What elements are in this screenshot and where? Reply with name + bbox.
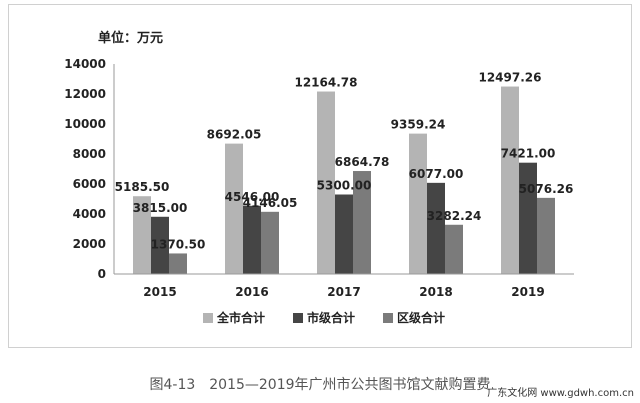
bar <box>243 205 261 274</box>
x-tick-label: 2017 <box>327 285 360 299</box>
y-tick-label: 12000 <box>64 87 106 101</box>
chart-frame: 单位：万元 0 2000 4000 6000 8000 10000 12000 14000 5… <box>8 4 632 348</box>
data-label: 3282.24 <box>427 209 482 223</box>
data-label: 3815.00 <box>133 201 188 215</box>
legend-label: 全市合计 <box>216 310 265 325</box>
bar <box>261 211 279 274</box>
y-tick-label: 2000 <box>73 237 106 251</box>
data-label: 6077.00 <box>409 167 464 181</box>
legend-label: 市级合计 <box>307 310 355 325</box>
data-label: 8692.05 <box>207 128 262 142</box>
bar <box>335 194 353 274</box>
bar-chart: 单位：万元 0 2000 4000 6000 8000 10000 12000 14000 5… <box>8 4 632 348</box>
bar <box>169 253 187 274</box>
bar <box>519 162 537 274</box>
bar <box>445 224 463 274</box>
bar <box>151 216 169 274</box>
bar <box>427 182 445 274</box>
legend-label: 区级合计 <box>397 310 445 325</box>
y-tick-label: 4000 <box>73 207 106 221</box>
bar <box>133 196 151 274</box>
data-label: 4146.05 <box>243 196 298 210</box>
data-label: 6864.78 <box>335 155 390 169</box>
data-label: 9359.24 <box>391 118 446 132</box>
unit-label: 单位：万元 <box>98 30 163 46</box>
y-tick-label: 10000 <box>64 117 106 131</box>
bar <box>353 171 371 274</box>
data-label: 12497.26 <box>478 71 541 85</box>
data-label: 1370.50 <box>151 237 206 251</box>
data-label: 5076.26 <box>519 182 574 196</box>
data-label: 7421.00 <box>501 147 556 161</box>
data-label: 5185.50 <box>115 180 170 194</box>
x-tick-label: 2018 <box>419 285 452 299</box>
x-tick-label: 2019 <box>511 285 544 299</box>
bar <box>409 133 427 274</box>
legend-swatch <box>203 313 213 323</box>
y-tick-label: 6000 <box>73 177 106 191</box>
data-label: 12164.78 <box>294 76 357 90</box>
bar <box>225 143 243 274</box>
y-tick-label: 0 <box>98 267 106 281</box>
bar <box>537 197 555 274</box>
y-tick-label: 14000 <box>64 57 106 71</box>
watermark: 广东文化网 www.gdwh.com.cn <box>487 388 634 399</box>
figure-caption: 图4-13 2015—2019年广州市公共图书馆文献购置费 <box>149 377 491 393</box>
x-tick-label: 2016 <box>235 285 268 299</box>
bar <box>501 86 519 274</box>
data-label: 5300.00 <box>317 179 372 193</box>
legend-swatch <box>293 313 303 323</box>
legend-swatch <box>383 313 393 323</box>
y-tick-label: 8000 <box>73 147 106 161</box>
data-label: 4546.00 <box>225 190 280 204</box>
bar <box>317 91 335 275</box>
x-tick-label: 2015 <box>143 285 176 299</box>
